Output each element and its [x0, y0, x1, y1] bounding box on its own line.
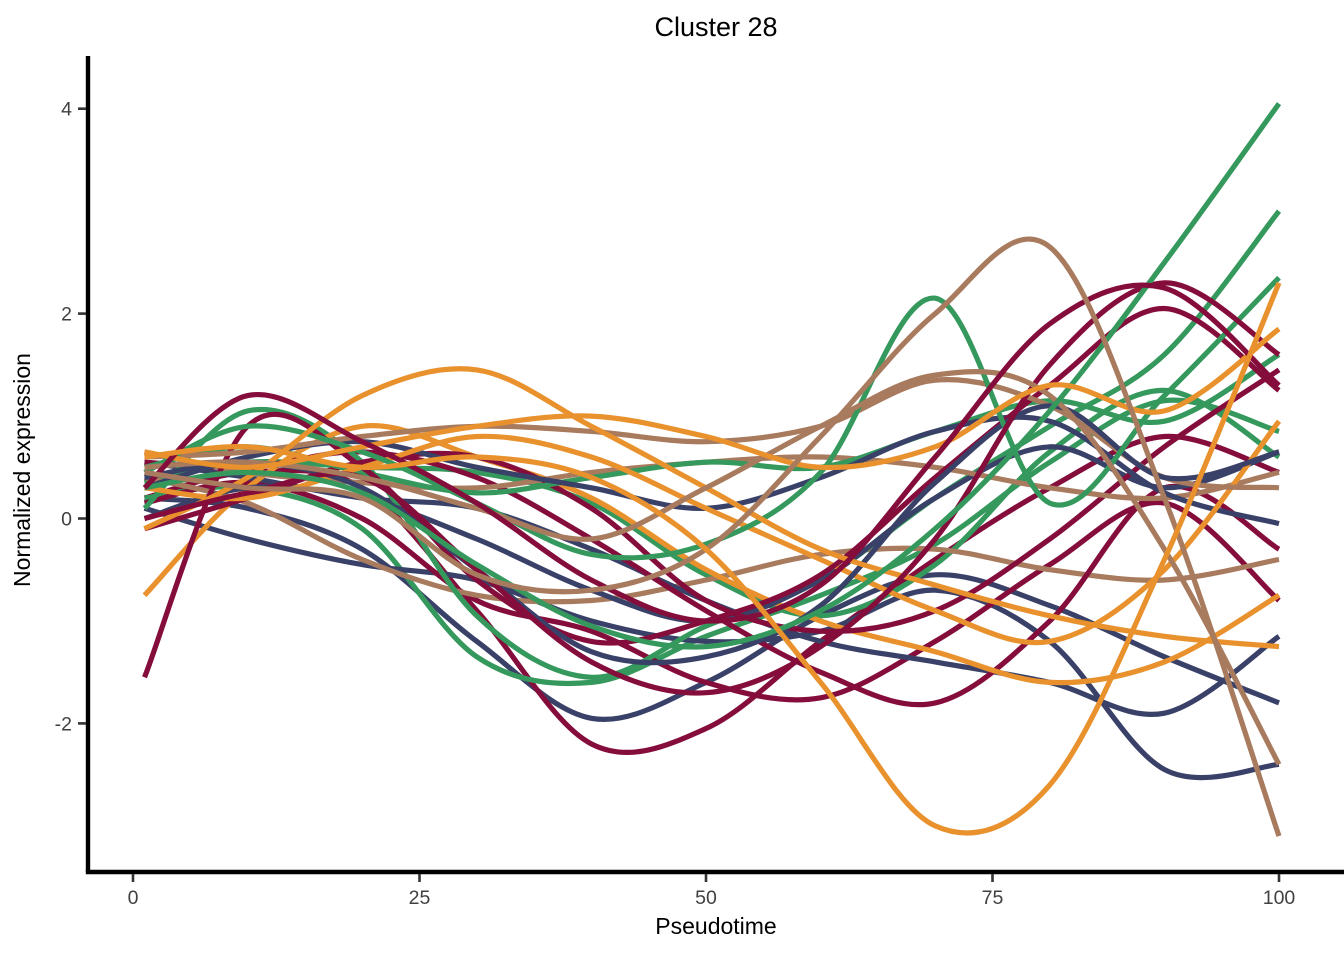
- axes: [85, 56, 1344, 875]
- series-line-series_29: [144, 281, 1282, 836]
- x-tick-label: 0: [128, 887, 139, 909]
- series-line-series_21: [143, 275, 1281, 561]
- tick-marks: [78, 107, 1281, 882]
- y-tick-label: 2: [61, 304, 72, 326]
- tick-labels: -2 0 2 4 0 25 50 75 100: [55, 99, 1296, 909]
- series-line-series_07: [143, 474, 1280, 605]
- series-line-series_24: [144, 369, 1282, 766]
- x-tick-label: 50: [695, 887, 717, 909]
- y-tick-label: 4: [61, 99, 72, 121]
- y-tick-label: -2: [55, 713, 72, 735]
- x-axis-title: Pseudotime: [655, 913, 777, 939]
- series-line-series_28: [144, 236, 1282, 837]
- series-line-series_25: [144, 102, 1282, 650]
- series-line-series_26: [144, 326, 1281, 471]
- series-line-series_10: [142, 209, 1282, 680]
- chart-title: Cluster 28: [654, 12, 778, 42]
- series-line-series_22: [143, 366, 1280, 650]
- series-line-series_05: [143, 479, 1281, 703]
- series-line-series_20: [144, 403, 1280, 666]
- series-line-series_04: [143, 505, 1280, 781]
- x-tick-label: 25: [409, 887, 431, 909]
- series-lines: [142, 102, 1282, 837]
- x-tick-label: 75: [982, 887, 1004, 909]
- y-tick-label: 0: [61, 509, 72, 531]
- x-tick-label: 100: [1263, 887, 1296, 909]
